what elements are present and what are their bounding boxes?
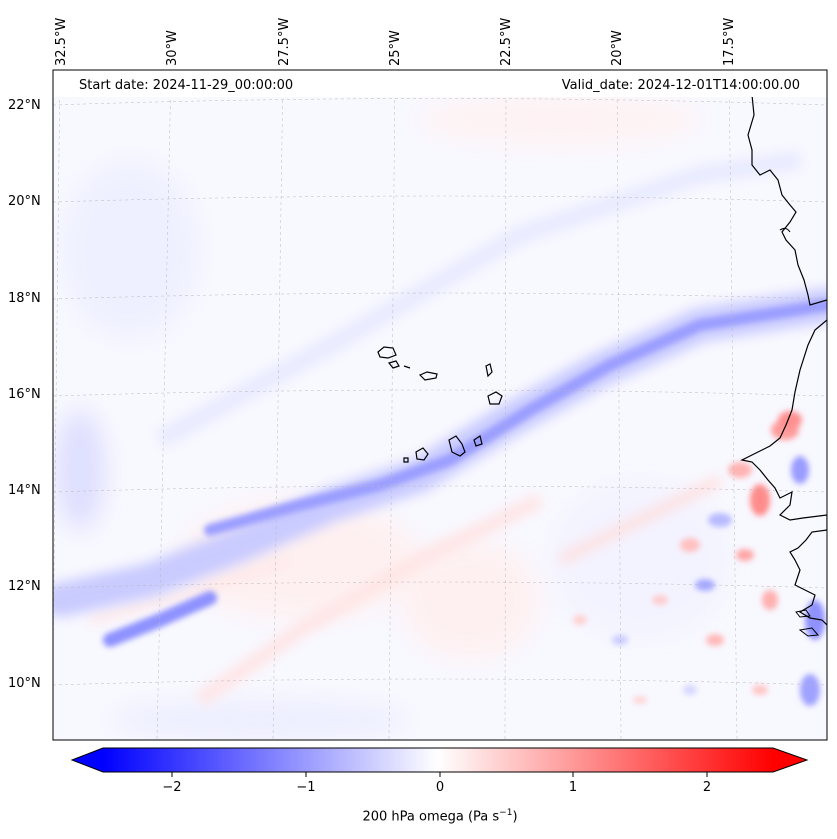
- colorbar-tick-2: 2: [702, 780, 712, 795]
- colorbar-label-text: 200 hPa omega (Pa s: [362, 809, 500, 825]
- colorbar-label-exponent: −1: [499, 808, 513, 818]
- lat-label-14n: 14°N: [8, 483, 41, 498]
- lat-label-16n: 16°N: [8, 387, 41, 402]
- lat-label-12n: 12°N: [8, 579, 41, 594]
- lat-label-18n: 18°N: [8, 291, 41, 306]
- colorbar-tick-0: 0: [435, 780, 445, 795]
- cape-verde-islands: [377, 346, 503, 463]
- header-band: [53, 70, 827, 97]
- valid-date-label: Valid_date: 2024-12-01T14:00:00.00: [561, 78, 800, 93]
- colorbar-label: 200 hPa omega (Pa s−1): [362, 808, 517, 824]
- start-date-label: Start date: 2024-11-29_00:00:00: [79, 78, 294, 93]
- map-frame: [52, 69, 828, 741]
- colorbar-tick-neg2: −2: [162, 780, 182, 795]
- colorbar-tick-neg1: −1: [296, 780, 316, 795]
- colorbar-label-close: ): [512, 809, 518, 825]
- lat-label-22n: 22°N: [8, 98, 41, 113]
- african-coastline-north: [747, 70, 827, 306]
- lat-label-20n: 20°N: [8, 194, 41, 209]
- lat-label-10n: 10°N: [8, 676, 41, 691]
- colorbar-tick-1: 1: [568, 780, 578, 795]
- colorbar: [70, 747, 809, 777]
- african-coastline: [740, 319, 827, 626]
